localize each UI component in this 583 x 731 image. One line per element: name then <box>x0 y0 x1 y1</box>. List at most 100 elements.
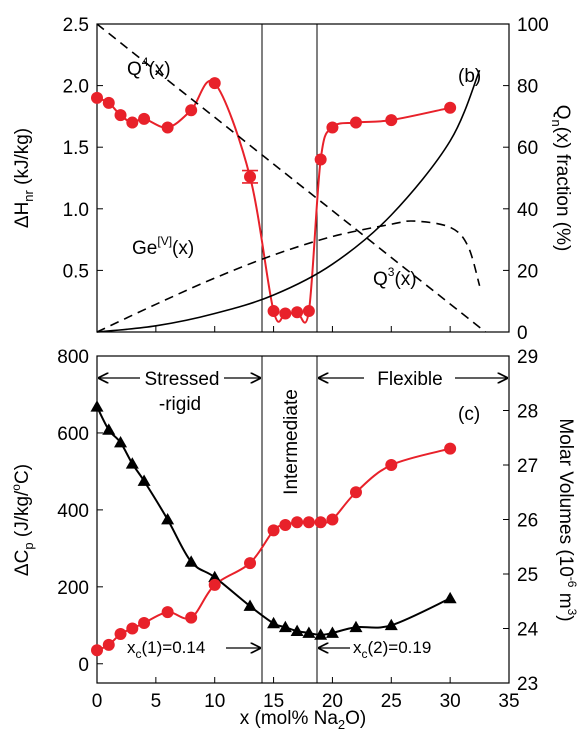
panel-b-ytick-right-label-3: 60 <box>517 138 538 159</box>
x-tick-label-0: 0 <box>92 691 103 712</box>
molar-volume-point <box>114 627 127 640</box>
dhnr-point <box>161 121 174 134</box>
panel-c-ytick-left-label-4: 800 <box>57 347 89 368</box>
dhnr-point <box>91 91 103 104</box>
molar-volume-point <box>444 442 457 455</box>
dhnr-point <box>444 101 457 114</box>
panel-c-left-label: ΔCp (J/kg/oC) <box>9 464 36 576</box>
molar-volume-point <box>102 638 115 651</box>
panel-b-ytick-right-label-4: 80 <box>517 77 538 98</box>
dcp-point <box>114 436 128 448</box>
series-1-curve <box>96 23 486 333</box>
dhnr-point <box>326 121 339 134</box>
panel-b-left-label: ΔHnr (kJ/kg) <box>12 128 36 228</box>
rigid-label: -rigid <box>159 394 201 415</box>
panel-b: 0.5 1.0 1.5 2.0 2.5 0 20 40 60 80 100 ΔHnr (kJ/kg)… <box>12 15 573 344</box>
dcp-point <box>137 474 151 486</box>
intermediate-label: Intermediate <box>281 389 302 495</box>
x-tick-label-1: 5 <box>151 691 162 712</box>
dcp-point <box>290 624 304 636</box>
panel-b-tag: (b) <box>458 66 481 87</box>
panel-c-ytick-right-label-5: 28 <box>517 402 538 423</box>
panel-b-ytick-left-label-1: 1.0 <box>63 200 89 221</box>
panel-b-frame <box>96 23 510 333</box>
panel-c-ytick-left-label-3: 600 <box>57 424 89 445</box>
ge-label: Ge[V](x) <box>132 234 194 259</box>
panel-c-points <box>90 400 457 657</box>
molar-volume-point <box>279 518 292 531</box>
x-tick-label-7: 35 <box>498 691 519 712</box>
dcp-point <box>90 400 104 412</box>
panel-b-right-label: Qn(x) fraction (%) <box>549 105 573 252</box>
panel-c: 0 5 10 15 20 25 30 35 0 200 400 600 800 23 24 25 26 27 28 2… <box>9 347 579 731</box>
molar-volume-point <box>302 516 315 529</box>
molar-volume-point <box>244 557 257 570</box>
dcp-point <box>278 620 292 633</box>
molar-volume-point <box>314 516 327 529</box>
panel-b-ytick-right-label-1: 20 <box>517 261 538 282</box>
dcp-point <box>384 618 398 631</box>
dhnr-point <box>138 112 151 125</box>
x-tick-label-6: 30 <box>440 691 461 712</box>
dcp-point <box>102 423 116 435</box>
panel-b-ytick-left-label-2: 1.5 <box>63 138 89 159</box>
dhnr-point <box>208 77 221 90</box>
dcp-point <box>267 616 281 629</box>
flexible-label: Flexible <box>377 369 442 390</box>
xc1-label: xc(1)=0.14 <box>127 638 205 661</box>
panel-c-ytick-right-label-0: 23 <box>517 674 538 695</box>
dcp-point <box>161 513 175 525</box>
molar-volume-point <box>91 644 103 657</box>
q4-label: Q4(x) <box>127 55 171 80</box>
panel-c-ticks: 0 5 10 15 20 25 30 35 0 200 400 600 800 23 24 25 26 27 28 2… <box>57 347 538 712</box>
panel-c-right-label: Molar Volumes (10-6 m3) <box>555 418 579 621</box>
dcp-point <box>208 570 222 583</box>
panel-b-ytick-left-label-3: 2.0 <box>63 77 89 98</box>
dhnr-point <box>314 153 327 166</box>
series-3-curve <box>96 220 481 333</box>
panel-b-ticks: 0.5 1.0 1.5 2.0 2.5 0 20 40 60 80 100 <box>63 15 549 344</box>
molar-volume-point <box>385 459 398 471</box>
panel-b-ytick-left-label-0: 0.5 <box>63 261 89 282</box>
dcp-curve <box>96 406 451 636</box>
dcp-point <box>125 457 139 469</box>
panel-c-ytick-right-label-4: 27 <box>517 456 538 477</box>
series-2-curve <box>96 69 481 333</box>
dhnr-point <box>126 116 139 129</box>
dhnr-point <box>291 306 304 319</box>
dhnr-point <box>385 114 398 127</box>
stressed-label: Stressed <box>145 369 220 390</box>
dhnr-point <box>102 96 115 109</box>
dcp-point <box>443 591 457 604</box>
dhnr-point <box>349 116 362 129</box>
panel-b-points <box>91 77 457 320</box>
dhnr-error-bar <box>242 169 259 184</box>
dhnr-point <box>267 305 280 318</box>
dcp-point <box>314 628 328 640</box>
panel-c-ytick-right-label-6: 29 <box>517 347 538 368</box>
x-axis-label: x (mol% Na2O) <box>240 708 367 731</box>
molar-volume-point <box>208 578 221 591</box>
dcp-point <box>302 626 316 638</box>
panel-b-ytick-right-label-0: 0 <box>517 323 528 344</box>
panel-b-ytick-left-label-4: 2.5 <box>63 15 89 36</box>
molar-volume-point <box>267 524 280 537</box>
x-tick-label-3: 15 <box>263 691 284 712</box>
q3-label: Q3(x) <box>373 265 417 290</box>
dhnr-point <box>114 109 127 122</box>
panel-c-ytick-left-label-0: 0 <box>78 655 89 676</box>
molar-volume-point <box>185 611 198 624</box>
panel-b-ytick-right-label-5: 100 <box>517 15 549 36</box>
dhnr-point <box>279 307 292 320</box>
panel-c-ytick-right-label-3: 26 <box>517 511 538 532</box>
molar-volume-point <box>138 617 151 630</box>
panel-b-ytick-right-label-2: 40 <box>517 200 538 221</box>
panel-c-ytick-left-label-1: 200 <box>57 578 89 599</box>
dhnr-point <box>185 104 198 117</box>
molar-volume-point <box>349 486 362 499</box>
panel-c-tag: (c) <box>458 404 480 425</box>
x-tick-label-4: 20 <box>322 691 343 712</box>
x-tick-label-2: 10 <box>204 691 225 712</box>
panel-c-ytick-right-label-1: 24 <box>517 620 539 641</box>
